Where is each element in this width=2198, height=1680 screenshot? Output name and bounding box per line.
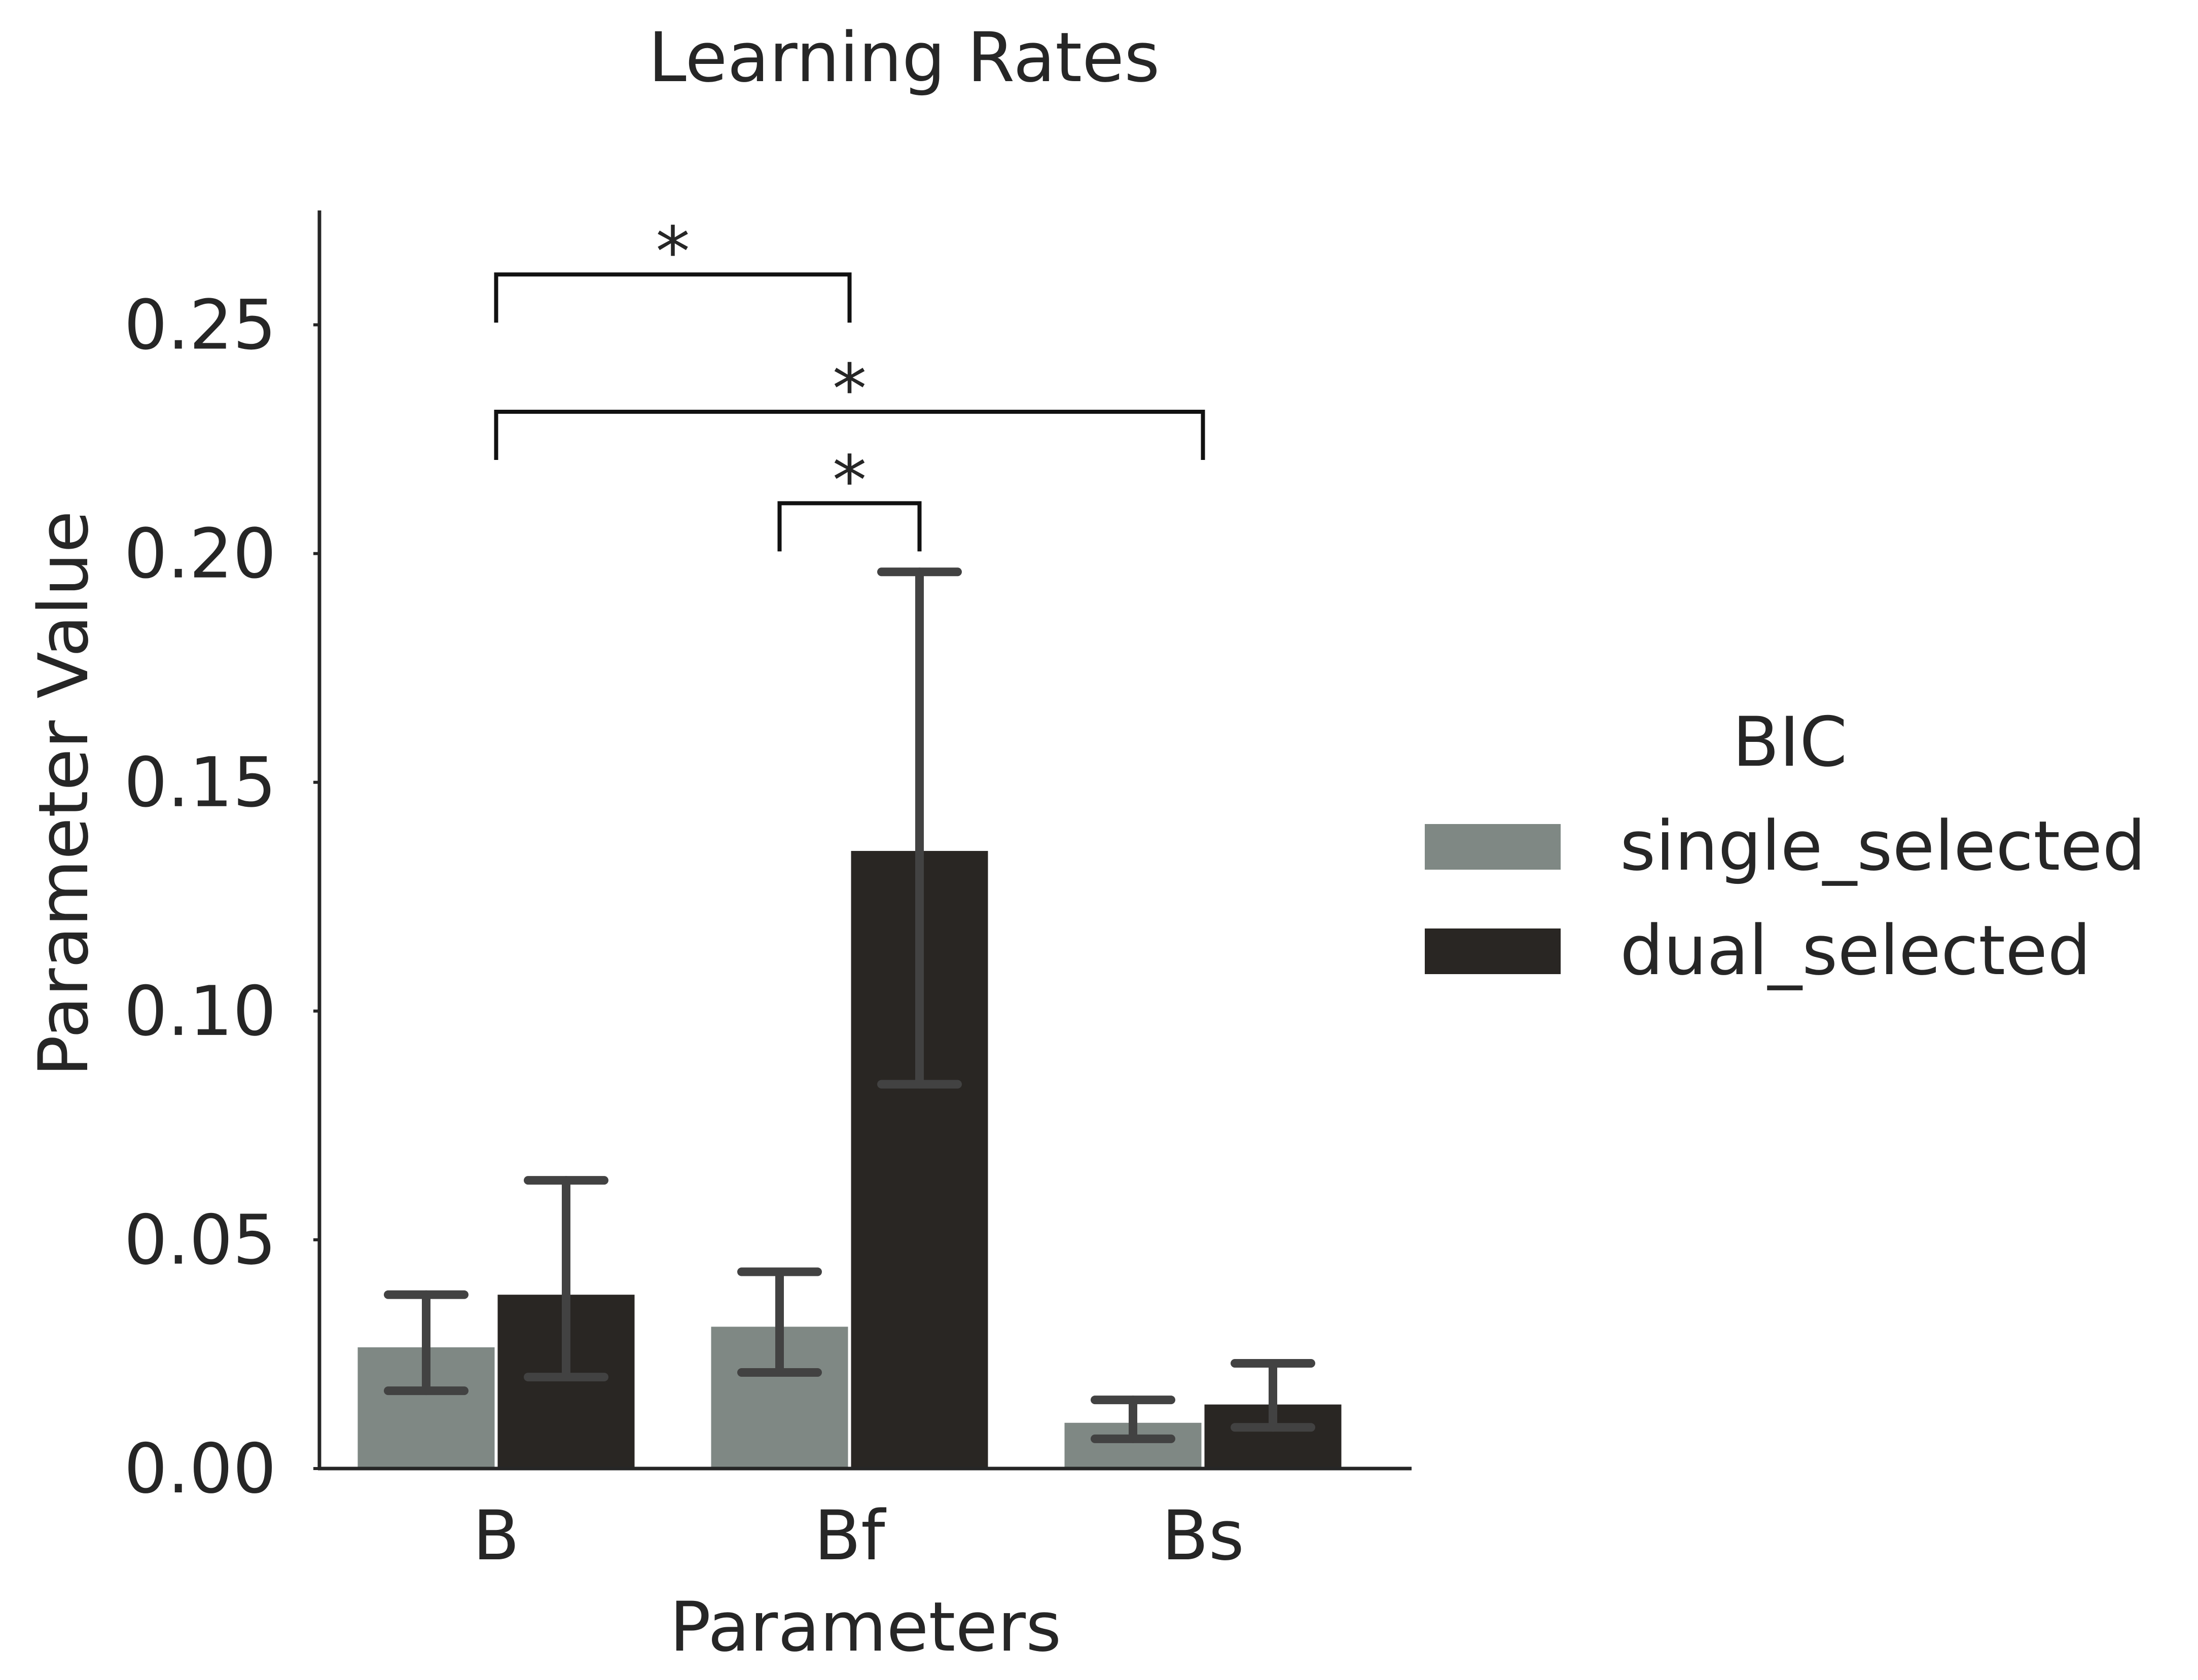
significance-bracket-line <box>494 272 852 323</box>
legend-label-dual-selected: dual_selected <box>1620 911 2091 990</box>
significance-bracket-1: * <box>494 212 852 323</box>
legend: BIC single_selected dual_selected <box>1425 702 2146 990</box>
error-bar-bs-single-selected <box>1091 1396 1175 1443</box>
significance-bracket-line <box>777 501 922 552</box>
error-bar-bf-dual-selected <box>877 567 962 1089</box>
legend-label-single-selected: single_selected <box>1620 806 2146 886</box>
significance-bracket-2: * <box>494 349 1205 460</box>
error-bar-bs-dual-selected <box>1231 1359 1315 1432</box>
x-tick-label-bs: Bs <box>1162 1496 1244 1576</box>
significance-star: * <box>833 349 867 429</box>
y-tick-label: 0.20 <box>124 514 276 594</box>
significance-bracket-3: * <box>777 441 922 552</box>
y-axis-label: Parameter Value <box>24 511 103 1077</box>
y-tick-label: 0.05 <box>124 1200 276 1280</box>
y-ticks: 0.00 0.05 0.10 0.15 0.20 0.25 <box>124 285 319 1509</box>
legend-title: BIC <box>1733 702 1848 782</box>
significance-star: * <box>833 441 867 520</box>
x-ticks: B Bf Bs <box>473 1496 1244 1576</box>
y-tick-label: 0.00 <box>124 1429 276 1509</box>
x-tick-label-b: B <box>473 1496 520 1576</box>
y-tick-label: 0.25 <box>124 285 276 365</box>
error-bar-b-single-selected <box>384 1290 469 1396</box>
y-tick-label: 0.10 <box>124 972 276 1051</box>
chart-title: Learning Rates <box>648 18 1160 97</box>
y-tick-label: 0.15 <box>124 743 276 823</box>
plot-area: * * * <box>357 212 1342 1469</box>
significance-bracket-line <box>494 409 1205 460</box>
x-axis-label: Parameters <box>670 1587 1062 1667</box>
error-bar-bf-single-selected <box>737 1267 822 1377</box>
legend-swatch-single-selected <box>1425 824 1561 870</box>
legend-swatch-dual-selected <box>1425 928 1561 974</box>
error-bar-b-dual-selected <box>524 1176 608 1382</box>
x-tick-label-bf: Bf <box>814 1496 887 1576</box>
significance-star: * <box>656 212 690 292</box>
